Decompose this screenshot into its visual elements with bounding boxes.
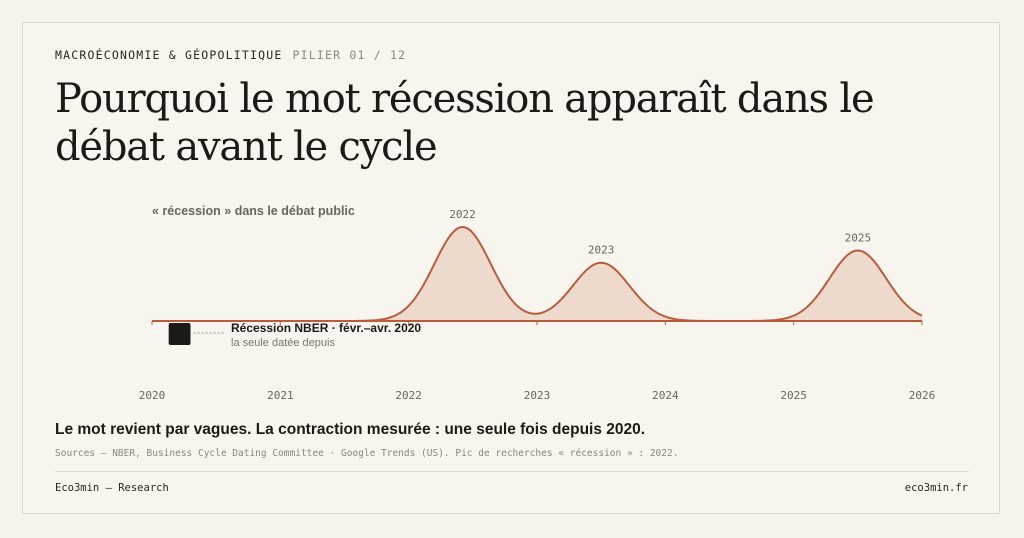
x-tick-label: 2023 xyxy=(524,389,551,402)
x-tick-label: 2022 xyxy=(395,389,422,402)
recession-marker xyxy=(168,323,191,345)
chart-title: « récession » dans le débat public xyxy=(152,204,355,218)
divider xyxy=(55,471,969,472)
pillar-label: PILIER 01 / 12 xyxy=(292,48,407,62)
chart-svg: « récession » dans le débat public 2022 20… xyxy=(139,204,936,402)
peak-label: 2025 xyxy=(845,232,872,245)
page-title: Pourquoi le mot récession apparaît dans … xyxy=(55,76,875,170)
recession-sublabel: la seule datée depuis xyxy=(231,337,335,349)
recession-label: Récession NBER · févr.–avr. 2020 xyxy=(231,321,421,335)
chart-caption: Le mot revient par vagues. La contractio… xyxy=(55,421,646,438)
chart: « récession » dans le débat public 2022 20… xyxy=(23,23,1001,515)
x-tick-label: 2026 xyxy=(909,389,936,402)
card: MACROÉCONOMIE & GÉOPOLITIQUE PILIER 01 / … xyxy=(22,22,1000,514)
kicker: MACROÉCONOMIE & GÉOPOLITIQUE PILIER 01 / … xyxy=(55,48,406,62)
sources-note: Sources — NBER, Business Cycle Dating Co… xyxy=(55,448,679,459)
x-tick-label: 2025 xyxy=(780,389,807,402)
footer-url: eco3min.fr xyxy=(904,482,968,494)
series-line xyxy=(152,225,923,322)
peak-label: 2022 xyxy=(449,208,476,221)
section-label: MACROÉCONOMIE & GÉOPOLITIQUE xyxy=(55,48,283,62)
x-tick-label: 2021 xyxy=(267,389,294,402)
series-area xyxy=(152,227,922,321)
footer-brand: Eco3min — Research xyxy=(55,482,169,494)
x-tick-label: 2020 xyxy=(139,389,166,402)
x-tick-label: 2024 xyxy=(652,389,679,402)
peak-label: 2023 xyxy=(588,244,615,257)
